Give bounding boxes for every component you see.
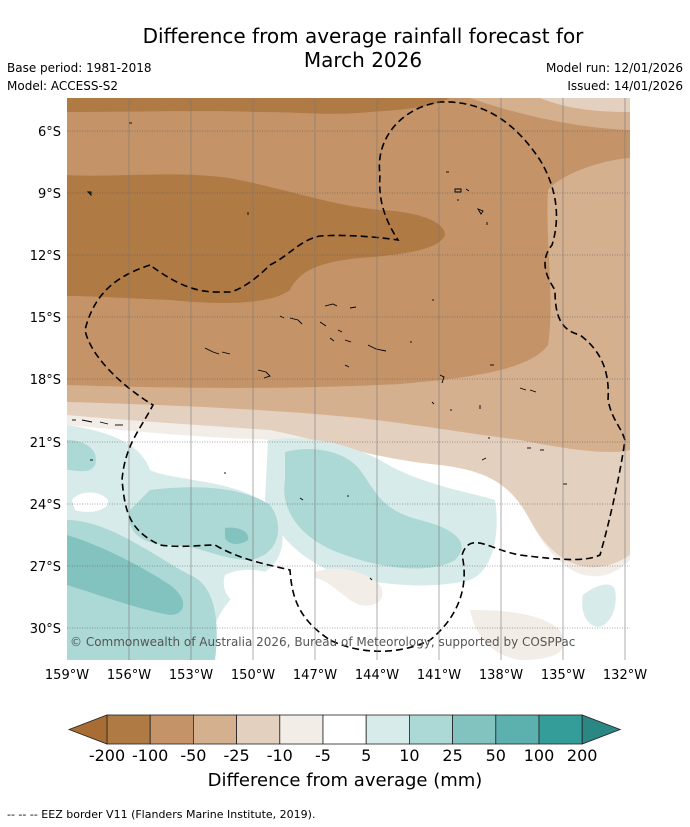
colorbar-swatch <box>452 714 497 745</box>
lon-label: 150°W <box>231 668 275 683</box>
colorbar-tick: 50 <box>486 746 506 765</box>
lon-label: 153°W <box>169 668 213 683</box>
colorbar-swatch <box>149 714 194 745</box>
base-period: Base period: 1981-2018 <box>7 61 152 75</box>
colorbar-ticks: -200 -100 -50 -25 -10 -5 5 10 25 50 100 … <box>89 746 598 765</box>
colorbar-swatch <box>495 714 540 745</box>
colorbar-tick: -100 <box>132 746 168 765</box>
contour-plus25-west <box>67 440 279 660</box>
eez-border-west <box>84 101 626 652</box>
copyright-text: © Commonwealth of Australia 2026, Bureau… <box>70 635 575 649</box>
contour-plus50-west <box>67 527 249 615</box>
contour-minus100 <box>67 98 450 114</box>
colorbar-swatch <box>408 714 453 745</box>
colorbar-swatch <box>106 714 151 745</box>
lon-label: 135°W <box>541 668 585 683</box>
colorbar-swatch <box>279 714 324 745</box>
lat-label: 12°S <box>30 249 61 264</box>
meta-left: Base period: 1981-2018 Model: ACCESS-S2 <box>7 59 152 95</box>
lon-label: 156°W <box>107 668 151 683</box>
colorbar-swatches <box>67 714 622 745</box>
colorbar-tick: -10 <box>267 746 293 765</box>
lat-label: 6°S <box>38 125 61 140</box>
lon-label: 132°W <box>603 668 647 683</box>
islands <box>72 122 567 581</box>
lon-label: 144°W <box>355 668 399 683</box>
lat-label: 18°S <box>30 373 61 388</box>
colorbar-extend-low <box>67 714 108 745</box>
colorbar-swatch <box>365 714 410 745</box>
colorbar-tick: 5 <box>361 746 371 765</box>
colorbar-extend-high <box>581 714 622 745</box>
lat-label: 21°S <box>30 436 61 451</box>
contour-plus25-east <box>284 449 462 569</box>
colorbar-tick: 25 <box>442 746 462 765</box>
contour-white-holes <box>72 492 290 611</box>
lat-label: 9°S <box>38 187 61 202</box>
contour-plus10-south <box>582 584 616 627</box>
issued-date: Issued: 14/01/2026 <box>567 79 683 93</box>
colorbar-tick: 100 <box>524 746 555 765</box>
lon-label: 147°W <box>293 668 337 683</box>
lat-label: 30°S <box>30 622 61 637</box>
rainfall-map: © Commonwealth of Australia 2026, Bureau… <box>30 98 647 683</box>
colorbar-label: Difference from average (mm) <box>207 770 483 791</box>
colorbar-tick: -25 <box>224 746 250 765</box>
lon-label: 159°W <box>45 668 89 683</box>
colorbar-tick: -5 <box>315 746 331 765</box>
colorbar-tick: 10 <box>399 746 419 765</box>
colorbar-swatch <box>322 714 367 745</box>
colorbar-swatch <box>538 714 583 745</box>
map-contours <box>67 98 630 660</box>
lon-label: 141°W <box>417 668 461 683</box>
map-title: Difference from average rainfall forecas… <box>142 24 584 72</box>
colorbar-tick: -200 <box>89 746 125 765</box>
lat-labels: 6°S 9°S 12°S 15°S 18°S 21°S 24°S 27°S 30… <box>30 125 61 637</box>
colorbar: -200 -100 -50 -25 -10 -5 5 10 25 50 100 … <box>67 714 622 765</box>
meta-right: Model run: 12/01/2026 Issued: 14/01/2026 <box>546 59 683 95</box>
lat-label: 24°S <box>30 498 61 513</box>
colorbar-swatch <box>236 714 281 745</box>
lat-label: 15°S <box>30 311 61 326</box>
lat-label: 27°S <box>30 560 61 575</box>
lon-label: 138°W <box>479 668 523 683</box>
eez-footnote: -- -- -- EEZ border V11 (Flanders Marine… <box>7 808 316 821</box>
colorbar-swatch <box>192 714 237 745</box>
model-run: Model run: 12/01/2026 <box>545 61 683 75</box>
meridians <box>128 98 626 660</box>
lon-labels: 159°W 156°W 153°W 150°W 147°W 144°W 141°… <box>45 668 647 683</box>
contour-minus100-b <box>67 174 445 303</box>
colorbar-tick: 200 <box>567 746 598 765</box>
model-name: Model: ACCESS-S2 <box>7 79 119 93</box>
colorbar-tick: -50 <box>180 746 206 765</box>
